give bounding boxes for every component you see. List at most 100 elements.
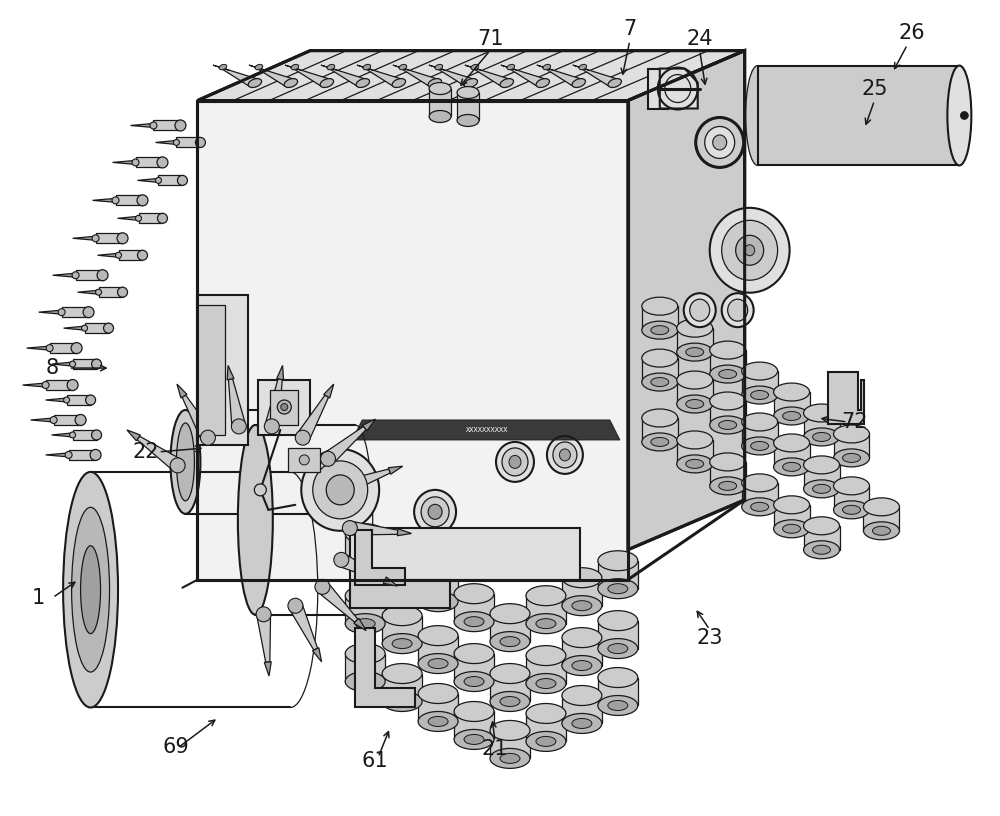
Ellipse shape bbox=[526, 614, 566, 633]
Polygon shape bbox=[118, 216, 139, 220]
Ellipse shape bbox=[392, 697, 412, 707]
Ellipse shape bbox=[500, 636, 520, 646]
Ellipse shape bbox=[355, 557, 375, 567]
Ellipse shape bbox=[471, 64, 479, 70]
Ellipse shape bbox=[81, 546, 101, 633]
Polygon shape bbox=[219, 67, 261, 86]
Ellipse shape bbox=[454, 583, 494, 604]
Ellipse shape bbox=[677, 395, 713, 413]
Ellipse shape bbox=[742, 498, 778, 516]
Polygon shape bbox=[98, 253, 119, 257]
Polygon shape bbox=[774, 505, 810, 529]
Polygon shape bbox=[804, 465, 840, 489]
Ellipse shape bbox=[382, 633, 422, 654]
Ellipse shape bbox=[345, 644, 385, 663]
Ellipse shape bbox=[500, 753, 520, 764]
Ellipse shape bbox=[677, 319, 713, 337]
Polygon shape bbox=[327, 67, 369, 86]
Ellipse shape bbox=[418, 564, 458, 583]
Text: 21: 21 bbox=[482, 739, 508, 760]
Ellipse shape bbox=[813, 432, 831, 441]
Polygon shape bbox=[136, 157, 162, 167]
Ellipse shape bbox=[464, 676, 484, 686]
Ellipse shape bbox=[598, 639, 638, 659]
Ellipse shape bbox=[320, 78, 334, 87]
Ellipse shape bbox=[90, 450, 101, 460]
Ellipse shape bbox=[710, 392, 746, 410]
Ellipse shape bbox=[774, 496, 810, 514]
Polygon shape bbox=[642, 306, 678, 330]
Polygon shape bbox=[345, 596, 385, 623]
Ellipse shape bbox=[651, 378, 669, 387]
Ellipse shape bbox=[728, 299, 748, 322]
Polygon shape bbox=[213, 65, 229, 70]
Polygon shape bbox=[357, 65, 373, 70]
Ellipse shape bbox=[742, 413, 778, 431]
Polygon shape bbox=[23, 383, 46, 387]
Ellipse shape bbox=[82, 325, 88, 331]
Text: 71: 71 bbox=[477, 29, 503, 49]
Ellipse shape bbox=[608, 644, 628, 654]
Polygon shape bbox=[153, 121, 180, 131]
Ellipse shape bbox=[834, 449, 869, 467]
Polygon shape bbox=[742, 422, 778, 446]
Text: 7: 7 bbox=[623, 19, 636, 38]
Ellipse shape bbox=[342, 521, 357, 535]
Ellipse shape bbox=[173, 140, 179, 145]
Ellipse shape bbox=[157, 157, 168, 168]
Ellipse shape bbox=[536, 679, 556, 689]
Ellipse shape bbox=[195, 137, 205, 148]
Ellipse shape bbox=[863, 521, 899, 539]
Ellipse shape bbox=[315, 579, 330, 594]
Ellipse shape bbox=[92, 359, 102, 369]
Ellipse shape bbox=[256, 607, 271, 622]
Ellipse shape bbox=[742, 386, 778, 404]
Polygon shape bbox=[317, 582, 358, 623]
Ellipse shape bbox=[553, 442, 577, 468]
Ellipse shape bbox=[686, 348, 704, 357]
Polygon shape bbox=[382, 554, 422, 582]
Polygon shape bbox=[429, 89, 451, 117]
Ellipse shape bbox=[834, 477, 869, 494]
Polygon shape bbox=[834, 486, 869, 510]
Ellipse shape bbox=[414, 490, 456, 534]
Ellipse shape bbox=[598, 695, 638, 716]
Polygon shape bbox=[93, 198, 116, 202]
Polygon shape bbox=[363, 67, 405, 86]
Polygon shape bbox=[197, 305, 225, 435]
Ellipse shape bbox=[345, 552, 385, 572]
Ellipse shape bbox=[774, 407, 810, 425]
Polygon shape bbox=[116, 195, 142, 206]
Polygon shape bbox=[228, 379, 246, 428]
Ellipse shape bbox=[746, 65, 770, 166]
Polygon shape bbox=[648, 69, 668, 109]
Polygon shape bbox=[324, 427, 366, 464]
Polygon shape bbox=[53, 273, 76, 277]
Polygon shape bbox=[227, 366, 234, 379]
Polygon shape bbox=[176, 137, 200, 148]
Ellipse shape bbox=[428, 659, 448, 668]
Ellipse shape bbox=[83, 307, 94, 317]
Ellipse shape bbox=[710, 208, 790, 293]
Ellipse shape bbox=[64, 397, 70, 403]
Text: 61: 61 bbox=[362, 752, 388, 771]
Polygon shape bbox=[277, 366, 284, 379]
Polygon shape bbox=[297, 395, 329, 441]
Ellipse shape bbox=[783, 463, 801, 472]
Ellipse shape bbox=[490, 748, 530, 769]
Ellipse shape bbox=[598, 667, 638, 688]
Ellipse shape bbox=[562, 596, 602, 615]
Ellipse shape bbox=[804, 541, 840, 559]
Polygon shape bbox=[543, 67, 585, 86]
Ellipse shape bbox=[177, 175, 187, 185]
Ellipse shape bbox=[58, 308, 65, 316]
Ellipse shape bbox=[598, 551, 638, 570]
Ellipse shape bbox=[490, 691, 530, 712]
Polygon shape bbox=[710, 462, 746, 486]
Ellipse shape bbox=[337, 480, 352, 494]
Polygon shape bbox=[429, 65, 445, 70]
Polygon shape bbox=[526, 596, 566, 623]
Ellipse shape bbox=[677, 371, 713, 389]
Ellipse shape bbox=[651, 437, 669, 446]
Polygon shape bbox=[834, 434, 869, 458]
